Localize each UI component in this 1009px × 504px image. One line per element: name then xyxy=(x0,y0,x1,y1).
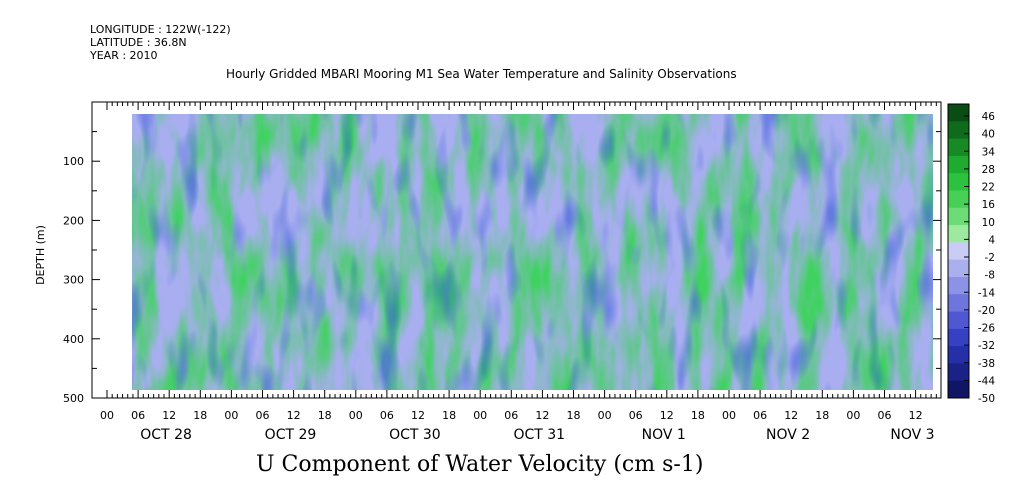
colorbar-swatch xyxy=(948,207,969,226)
year-label: YEAR : 2010 xyxy=(90,49,158,62)
x-tick-label: 00 xyxy=(224,409,238,422)
x-tick-label: 06 xyxy=(504,409,518,422)
y-axis: 100 200 300 400 500 xyxy=(63,131,941,405)
x-tick-label: 00 xyxy=(846,409,860,422)
colorbar-label: 40 xyxy=(982,129,995,141)
colorbar-label: -8 xyxy=(985,270,995,282)
x-day-label: NOV 2 xyxy=(766,427,810,443)
x-axis-label: U Component of Water Velocity (cm s-1) xyxy=(256,452,704,477)
y-tick-label: 100 xyxy=(63,155,84,168)
x-tick-label: 18 xyxy=(442,409,456,422)
y-tick-label: 300 xyxy=(63,274,84,287)
colorbar-swatch xyxy=(948,328,969,347)
colorbar-swatch xyxy=(948,138,969,157)
colorbar-label: -26 xyxy=(978,323,995,335)
x-tick-label: 06 xyxy=(629,409,643,422)
x-tick-label: 06 xyxy=(878,409,892,422)
colorbar-label: -50 xyxy=(978,393,995,405)
x-tick-label: 18 xyxy=(193,409,207,422)
colorbar-label: -14 xyxy=(978,287,995,299)
x-tick-label: 18 xyxy=(691,409,705,422)
x-day-label: OCT 30 xyxy=(389,427,441,443)
colorbar-label: 10 xyxy=(982,217,995,229)
x-tick-label: 00 xyxy=(722,409,736,422)
y-tick-label: 400 xyxy=(63,333,84,346)
x-tick-label: 12 xyxy=(411,409,425,422)
colorbar-label: 22 xyxy=(982,182,995,194)
colorbar-swatch xyxy=(948,190,969,209)
x-tick-label: 00 xyxy=(349,409,363,422)
colorbar-swatch xyxy=(948,346,969,364)
colorbar-label: 28 xyxy=(982,164,995,176)
colorbar-swatch xyxy=(948,173,969,191)
x-tick-label: 12 xyxy=(287,409,301,422)
x-tick-label: 12 xyxy=(535,409,549,422)
y-tick-label: 500 xyxy=(63,392,84,405)
colorbar-label: 46 xyxy=(982,111,996,123)
colorbar-frame xyxy=(947,103,970,399)
x-axis: 00 06 12 18 00 06 12 18 00 06 12 18 00 06 12 18 00 06 12 18… xyxy=(100,102,937,443)
x-day-label: OCT 28 xyxy=(140,427,192,443)
x-tick-label: 18 xyxy=(815,409,829,422)
colorbar-swatch xyxy=(948,242,969,261)
colorbar-label: -2 xyxy=(985,252,995,264)
colorbar-label: 4 xyxy=(988,234,995,246)
colorbar-label: 34 xyxy=(982,146,996,158)
heatmap-field xyxy=(132,114,933,390)
x-tick-label: 12 xyxy=(660,409,674,422)
chart-title: Hourly Gridded MBARI Mooring M1 Sea Wate… xyxy=(226,67,737,81)
colorbar-label: -44 xyxy=(978,375,995,387)
x-tick-label: 12 xyxy=(909,409,923,422)
colorbar-swatch xyxy=(948,225,969,243)
x-day-label: NOV 1 xyxy=(642,427,686,443)
x-tick-label: 00 xyxy=(473,409,487,422)
colorbar: 46 40 34 28 22 16 10 4 -2 -8 -14 -20 -26 -32 -38 -44 -50 xyxy=(947,103,996,405)
longitude-label: LONGITUDE : 122W(-122) xyxy=(90,23,231,36)
x-day-label: NOV 3 xyxy=(890,427,934,443)
x-tick-label: 18 xyxy=(318,409,332,422)
x-day-label: OCT 31 xyxy=(513,427,565,443)
y-tick-label: 200 xyxy=(63,214,84,227)
x-tick-label: 00 xyxy=(100,409,114,422)
colorbar-swatch xyxy=(948,104,969,122)
x-tick-label: 00 xyxy=(598,409,612,422)
x-tick-label: 06 xyxy=(256,409,270,422)
x-tick-label: 12 xyxy=(784,409,798,422)
x-tick-label: 18 xyxy=(567,409,581,422)
colorbar-swatch xyxy=(948,121,969,140)
colorbar-swatch xyxy=(948,276,969,295)
x-tick-label: 06 xyxy=(753,409,767,422)
metadata-block: LONGITUDE : 122W(-122) LATITUDE : 36.8N … xyxy=(90,23,231,62)
colorbar-swatch xyxy=(948,311,969,330)
colorbar-swatch xyxy=(948,155,969,174)
latitude-label: LATITUDE : 36.8N xyxy=(90,36,187,49)
x-day-label: OCT 29 xyxy=(265,427,317,443)
colorbar-swatch xyxy=(948,363,969,382)
x-tick-label: 12 xyxy=(162,409,176,422)
y-axis-label: DEPTH (m) xyxy=(34,225,47,285)
colorbar-label: -38 xyxy=(978,358,995,370)
colorbar-swatch xyxy=(948,294,969,313)
colorbar-label: -32 xyxy=(978,340,995,352)
colorbar-swatch xyxy=(948,380,969,399)
colorbar-swatch xyxy=(948,259,969,278)
x-tick-label: 06 xyxy=(131,409,145,422)
x-tick-label: 06 xyxy=(380,409,394,422)
colorbar-label: 16 xyxy=(982,199,996,211)
colorbar-label: -20 xyxy=(978,305,995,317)
